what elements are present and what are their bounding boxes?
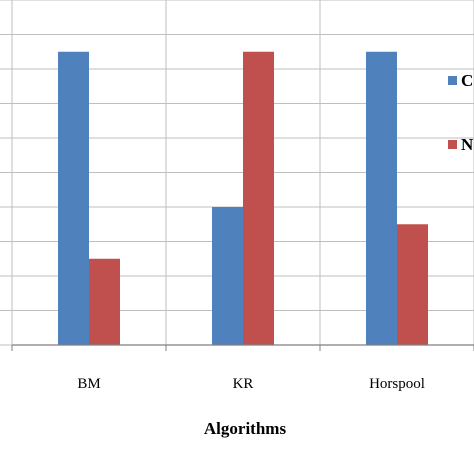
bars — [58, 51, 428, 345]
legend-label: N — [461, 135, 474, 154]
bar-bm-series-2 — [89, 258, 120, 345]
x-tick-label: BM — [77, 376, 100, 392]
legend-swatch — [448, 140, 457, 149]
x-tick-label: KR — [233, 376, 254, 392]
x-tick-label: Horspool — [369, 376, 425, 392]
bar-horspool-series-1 — [366, 51, 397, 345]
bar-kr-series-2 — [243, 51, 274, 345]
x-tick-labels: BM KR Horspool — [77, 376, 425, 392]
bar-bm-series-1 — [58, 51, 89, 345]
legend-label: C — [461, 71, 473, 90]
bar-horspool-series-2 — [397, 224, 428, 345]
legend-swatch — [448, 76, 457, 85]
axes — [11, 344, 474, 351]
bar-kr-series-1 — [212, 207, 243, 345]
x-axis-title: Algorithms — [204, 419, 287, 438]
legend: CN — [448, 71, 474, 154]
